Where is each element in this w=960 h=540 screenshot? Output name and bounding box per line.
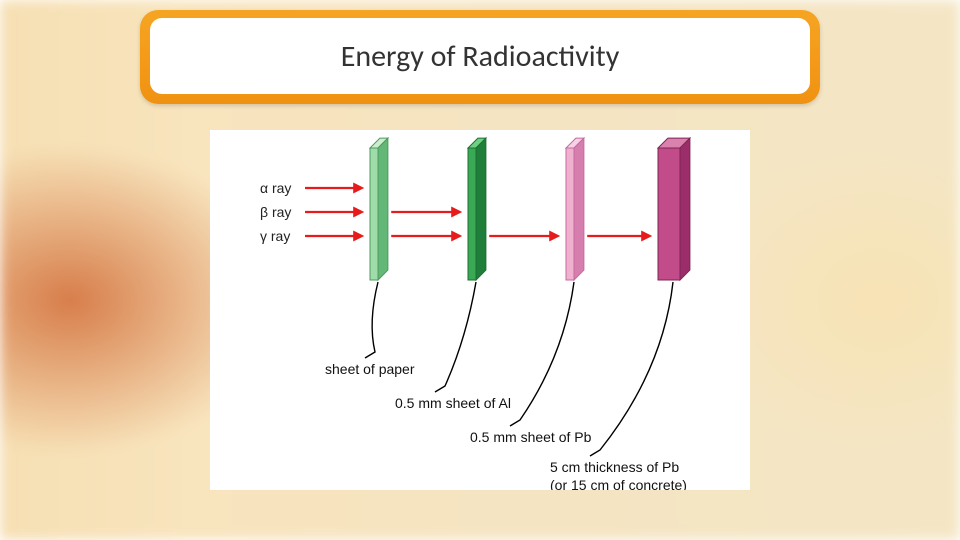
beta-ray-label: β ray: [260, 204, 291, 220]
radiation-penetration-diagram: α ray β ray γ ray sheet of paper 0.5 mm shee…: [210, 130, 750, 490]
title-inner: Energy of Radioactivity: [150, 18, 810, 94]
caption-aluminum: 0.5 mm sheet of Al: [395, 395, 511, 411]
slide: Energy of Radioactivity α ray β ray γ ray s…: [0, 0, 960, 540]
caption-lead_thick: 5 cm thickness of Pb: [550, 459, 679, 475]
leader-aluminum: [435, 282, 476, 392]
barrier-paper-face: [370, 148, 378, 280]
barrier-lead_thin-side: [574, 138, 584, 280]
gamma-ray-label: γ ray: [260, 228, 290, 244]
title-banner: Energy of Radioactivity: [140, 10, 820, 104]
barrier-lead_thin-face: [566, 148, 574, 280]
barrier-paper-side: [378, 138, 388, 280]
barrier-aluminum-face: [468, 148, 476, 280]
caption-lead_thick-sub: (or 15 cm of concrete): [550, 477, 687, 490]
leader-lead_thin: [510, 282, 574, 426]
diagram-panel: α ray β ray γ ray sheet of paper 0.5 mm shee…: [210, 130, 750, 490]
barrier-aluminum-side: [476, 138, 486, 280]
barrier-lead_thick-side: [680, 138, 690, 280]
caption-lead_thin: 0.5 mm sheet of Pb: [470, 429, 592, 445]
leader-paper: [365, 282, 378, 358]
leader-lead_thick: [590, 282, 673, 456]
alpha-ray-label: α ray: [260, 180, 291, 196]
slide-title: Energy of Radioactivity: [341, 38, 620, 75]
caption-paper: sheet of paper: [325, 361, 415, 377]
barrier-lead_thick-face: [658, 148, 680, 280]
